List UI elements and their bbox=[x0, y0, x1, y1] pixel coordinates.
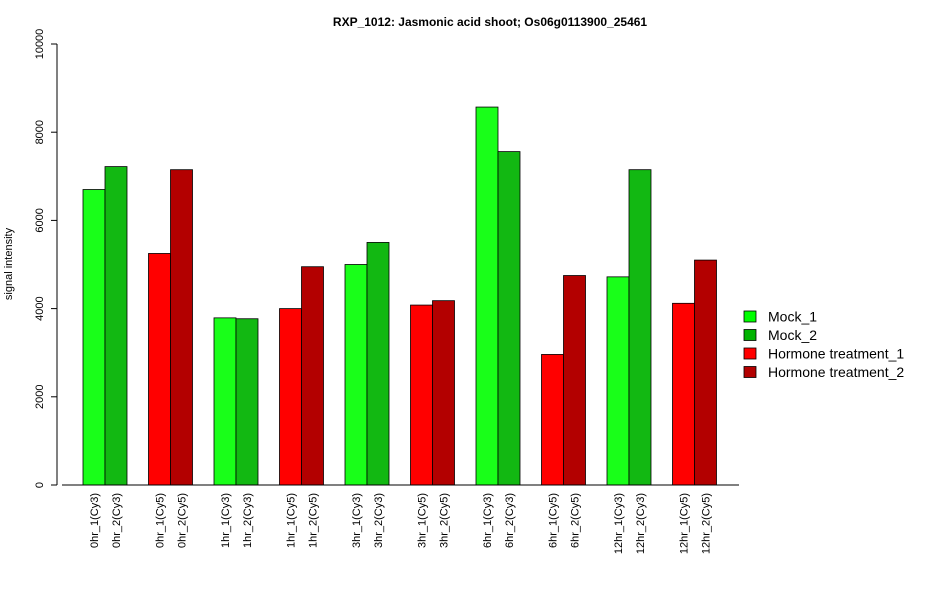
bar bbox=[628, 169, 652, 486]
legend-label: Hormone treatment_2 bbox=[768, 364, 904, 380]
legend-label: Mock_2 bbox=[768, 327, 817, 343]
legend-label: Mock_1 bbox=[768, 309, 817, 325]
legend-swatch bbox=[743, 347, 757, 360]
bar bbox=[672, 302, 695, 486]
legend-swatch bbox=[743, 366, 757, 378]
bar bbox=[170, 169, 193, 486]
bar bbox=[301, 266, 324, 486]
y-tick-label: 2000 bbox=[34, 385, 46, 409]
bar bbox=[497, 151, 521, 486]
x-tick-label: 12hr_2(Cy3) bbox=[635, 493, 647, 554]
chart-title: RXP_1012: Jasmonic acid shoot; Os06g0113… bbox=[333, 15, 648, 29]
bar bbox=[694, 259, 717, 486]
bar bbox=[213, 317, 237, 486]
x-tick-labels: 0hr_1(Cy3) 0hr_2(Cy3) 0hr_1(Cy5) 0hr_2(Cy5)… bbox=[89, 493, 713, 554]
bar bbox=[104, 166, 128, 486]
bar bbox=[148, 253, 171, 486]
legend: Mock_1 Mock_2 Hormone treatment_1 Hormone t… bbox=[743, 309, 904, 380]
legend-swatch bbox=[743, 329, 757, 341]
y-axis: 0 2000 4000 6000 8000 10000 bbox=[34, 29, 58, 488]
bar bbox=[366, 242, 390, 486]
x-tick-label: 6hr_1(Cy3) bbox=[482, 493, 494, 548]
bar bbox=[432, 300, 455, 486]
bars-group bbox=[82, 106, 717, 486]
x-tick-label: 0hr_1(Cy5) bbox=[155, 493, 167, 548]
x-tick-label: 12hr_1(Cy5) bbox=[679, 493, 691, 554]
y-tick-label: 6000 bbox=[34, 208, 46, 232]
x-tick-label: 1hr_1(Cy3) bbox=[220, 493, 232, 548]
x-tick-label: 12hr_2(Cy5) bbox=[701, 493, 713, 554]
y-tick-label: 8000 bbox=[34, 120, 46, 144]
bar bbox=[606, 276, 630, 486]
x-tick-label: 1hr_1(Cy5) bbox=[286, 493, 298, 548]
bar bbox=[410, 304, 433, 486]
bar bbox=[279, 308, 302, 486]
x-tick-label: 6hr_2(Cy3) bbox=[504, 493, 516, 548]
x-tick-label: 0hr_2(Cy3) bbox=[111, 493, 123, 548]
bar bbox=[344, 264, 368, 486]
x-tick-label: 1hr_2(Cy5) bbox=[308, 493, 320, 548]
x-tick-label: 0hr_2(Cy5) bbox=[177, 493, 189, 548]
x-tick-label: 12hr_1(Cy3) bbox=[613, 493, 625, 554]
bar bbox=[235, 318, 259, 486]
y-axis-label: signal intensity bbox=[3, 227, 15, 300]
y-tick-label: 0 bbox=[34, 482, 46, 488]
y-tick-label: 4000 bbox=[34, 296, 46, 320]
x-tick-label: 3hr_2(Cy5) bbox=[439, 493, 451, 548]
bar bbox=[82, 189, 106, 486]
x-tick-label: 6hr_2(Cy5) bbox=[570, 493, 582, 548]
bar bbox=[563, 275, 586, 486]
bar bbox=[541, 354, 564, 486]
x-tick-label: 1hr_2(Cy3) bbox=[242, 493, 254, 548]
x-tick-label: 6hr_1(Cy5) bbox=[548, 493, 560, 548]
bar bbox=[475, 106, 499, 486]
x-tick-label: 3hr_1(Cy5) bbox=[417, 493, 429, 548]
x-tick-label: 0hr_1(Cy3) bbox=[89, 493, 101, 548]
legend-swatch bbox=[743, 310, 757, 323]
y-tick-label: 10000 bbox=[34, 29, 46, 60]
x-tick-label: 3hr_1(Cy3) bbox=[351, 493, 363, 548]
x-tick-label: 3hr_2(Cy3) bbox=[373, 493, 385, 548]
legend-label: Hormone treatment_1 bbox=[768, 346, 904, 362]
